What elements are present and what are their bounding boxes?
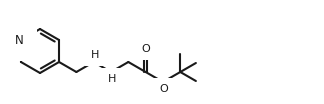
- Text: H: H: [108, 74, 116, 84]
- Text: N: N: [15, 33, 23, 46]
- Text: O: O: [160, 84, 168, 94]
- Text: H: H: [90, 50, 99, 60]
- Text: O: O: [141, 44, 150, 54]
